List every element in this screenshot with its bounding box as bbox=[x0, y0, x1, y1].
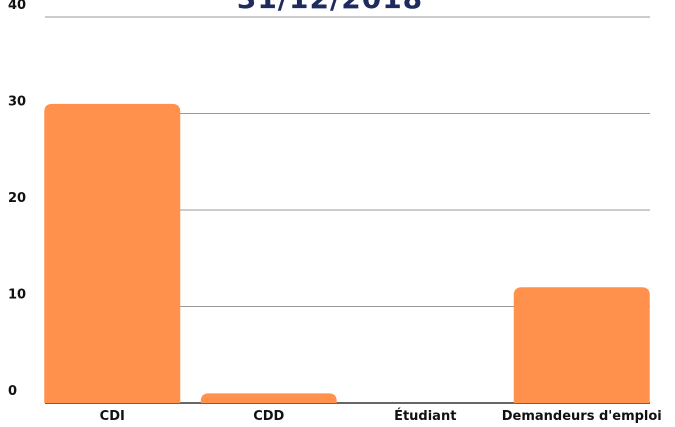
x-tick-label: CDD bbox=[253, 409, 284, 424]
y-tick-label: 20 bbox=[8, 191, 26, 206]
chart-title: 31/12/2018 bbox=[237, 0, 423, 15]
x-tick-label: Demandeurs d'emploi bbox=[502, 409, 662, 424]
y-tick-label: 0 bbox=[8, 384, 17, 399]
bar bbox=[513, 287, 650, 403]
x-tick-label: Étudiant bbox=[394, 408, 456, 424]
x-tick-label: CDI bbox=[100, 409, 125, 424]
y-tick-label: 10 bbox=[8, 288, 26, 303]
y-tick-label: 30 bbox=[8, 95, 26, 110]
y-tick-label: 40 bbox=[8, 0, 26, 13]
bar bbox=[44, 103, 181, 403]
bar bbox=[200, 393, 337, 403]
